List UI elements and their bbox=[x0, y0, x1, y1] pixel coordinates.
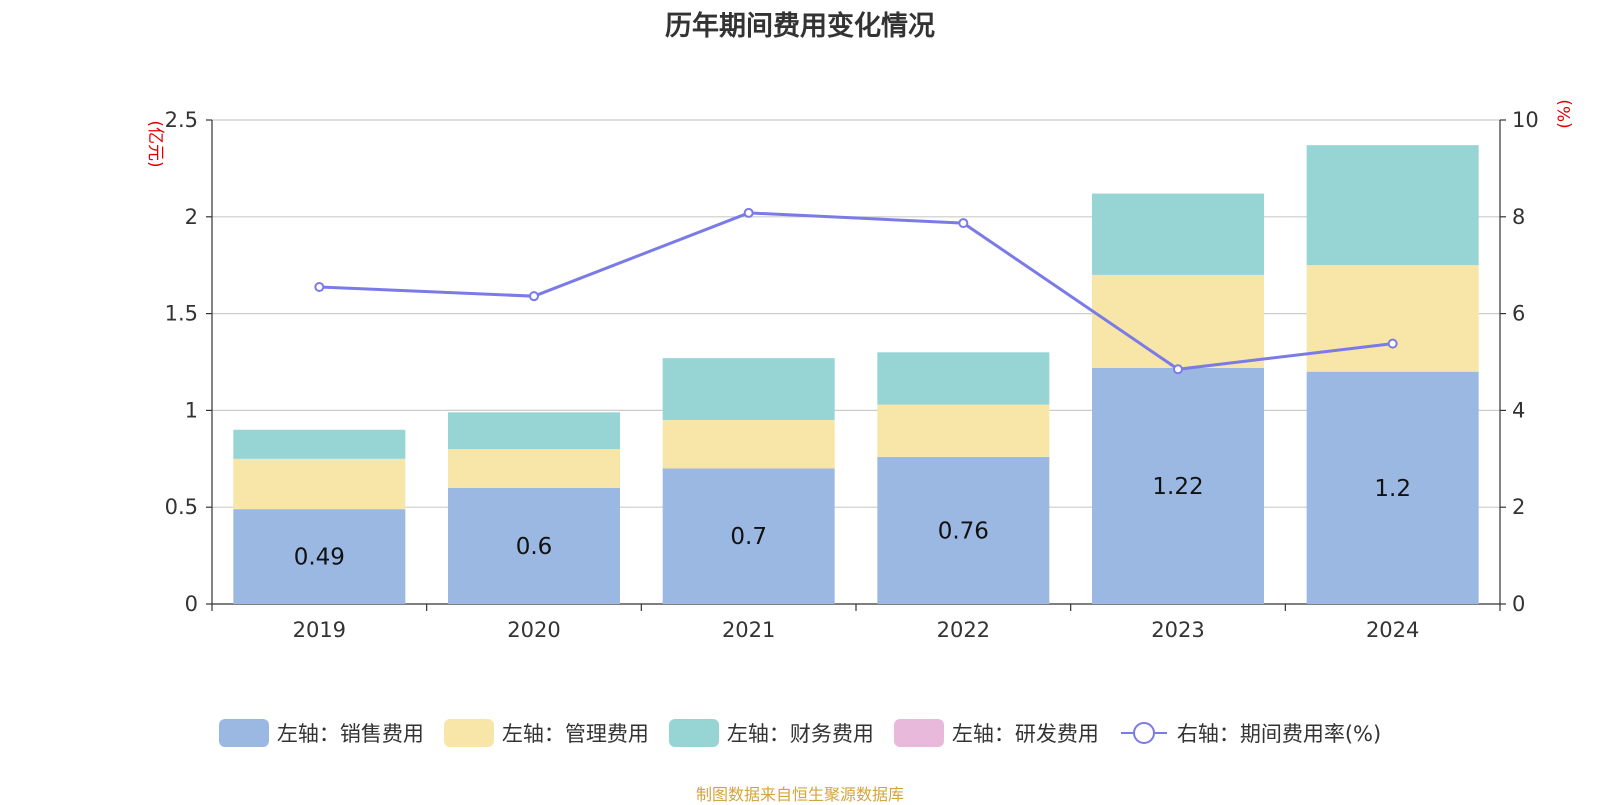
x-tick-label: 2024 bbox=[1366, 618, 1419, 642]
chart-legend: 左轴：销售费用 左轴：管理费用 左轴：财务费用 左轴：研发费用 右轴：期间费用率(%) bbox=[0, 718, 1600, 748]
source-footer: 制图数据来自恒生聚源数据库 bbox=[695, 785, 904, 804]
bar-segment bbox=[1306, 265, 1479, 372]
x-tick-label: 2023 bbox=[1151, 618, 1204, 642]
legend-label: 左轴：销售费用 bbox=[276, 722, 424, 746]
bar-segment bbox=[877, 456, 1050, 604]
right-axis-unit: (%) bbox=[1555, 99, 1575, 128]
left-tick-label: 0 bbox=[185, 592, 198, 616]
chart-title: 历年期间费用变化情况 bbox=[665, 11, 935, 42]
rate-point bbox=[314, 281, 325, 292]
rate-point bbox=[743, 207, 754, 218]
x-tick-label: 2021 bbox=[722, 618, 775, 642]
left-axis-unit: (亿元) bbox=[145, 120, 165, 167]
left-tick-label: 2 bbox=[185, 205, 198, 229]
bar-segment bbox=[1092, 274, 1264, 368]
legend-label: 左轴：管理费用 bbox=[501, 722, 649, 746]
bar-data-label: 1.22 bbox=[1152, 474, 1203, 500]
legend-label: 右轴：期间费用率(%) bbox=[1176, 722, 1382, 746]
bar-data-label: 1.2 bbox=[1374, 476, 1411, 502]
bar-segment bbox=[662, 420, 835, 469]
legend-swatch bbox=[443, 719, 494, 747]
rate-point bbox=[1173, 364, 1183, 375]
left-tick-label: 0.5 bbox=[165, 495, 198, 519]
rate-line bbox=[319, 211, 1393, 371]
legend-item[interactable]: 左轴：研发费用 bbox=[893, 718, 1099, 748]
rate-point bbox=[958, 218, 969, 229]
legend-line-icon bbox=[1120, 722, 1167, 744]
legend-label: 左轴：研发费用 bbox=[951, 722, 1099, 746]
right-tick-label: 2 bbox=[1512, 495, 1525, 519]
right-tick-label: 10 bbox=[1512, 108, 1539, 132]
right-tick-label: 8 bbox=[1512, 205, 1525, 229]
bar-segment bbox=[233, 509, 406, 604]
legend-swatch bbox=[218, 719, 269, 747]
bar-segment bbox=[448, 412, 620, 450]
bar-data-label: 0.6 bbox=[516, 534, 553, 560]
right-tick-label: 0 bbox=[1512, 592, 1525, 616]
rate-point bbox=[529, 291, 539, 302]
bar-segment bbox=[662, 468, 835, 604]
legend-item[interactable]: 左轴：销售费用 bbox=[218, 718, 424, 748]
right-tick-label: 6 bbox=[1512, 302, 1525, 326]
left-tick-label: 1.5 bbox=[165, 302, 198, 326]
legend-swatch bbox=[893, 719, 944, 747]
bar-segment bbox=[877, 404, 1050, 457]
bar-segment bbox=[877, 352, 1050, 405]
legend-label: 左轴：财务费用 bbox=[726, 722, 874, 746]
left-tick-label: 2.5 bbox=[165, 108, 198, 132]
bar-segment bbox=[233, 458, 406, 510]
bar-segment bbox=[1092, 193, 1264, 275]
bar-segment bbox=[448, 487, 620, 604]
bar-segment bbox=[1092, 367, 1264, 604]
left-tick-label: 1 bbox=[185, 398, 198, 422]
legend-item[interactable]: 右轴：期间费用率(%) bbox=[1119, 718, 1381, 748]
bar-segment bbox=[1306, 145, 1479, 266]
legend-item[interactable]: 左轴：财务费用 bbox=[668, 718, 874, 748]
x-tick-label: 2020 bbox=[507, 618, 560, 642]
right-tick-label: 4 bbox=[1512, 398, 1525, 422]
legend-item[interactable]: 左轴：管理费用 bbox=[443, 718, 649, 748]
bar-segment bbox=[448, 449, 620, 488]
x-tick-label: 2022 bbox=[937, 618, 990, 642]
bar-data-label: 0.49 bbox=[294, 545, 345, 571]
legend-swatch bbox=[668, 719, 719, 747]
x-tick-label: 2019 bbox=[293, 618, 346, 642]
rate-point bbox=[1387, 338, 1398, 349]
bar-data-label: 0.7 bbox=[730, 524, 767, 550]
bar-segment bbox=[233, 429, 406, 459]
bar-segment bbox=[1306, 371, 1479, 604]
bar-segment bbox=[662, 358, 835, 421]
bar-data-label: 0.76 bbox=[938, 518, 989, 544]
